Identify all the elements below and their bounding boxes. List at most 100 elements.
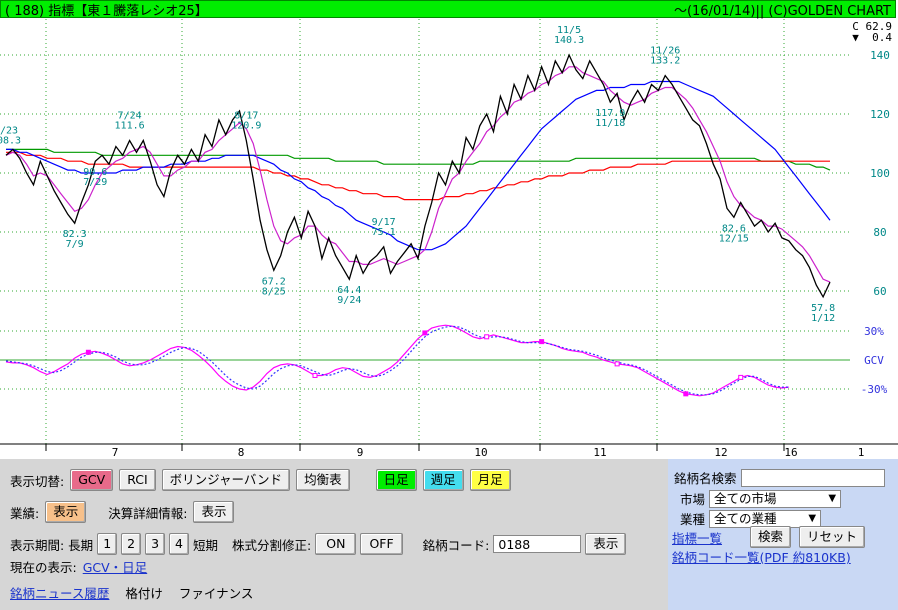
oscillator-line (5, 324, 789, 397)
control-panel: 表示切替: GCV RCI ボリンジャーバンド 均衡表 日足 週足 月足 業績:… (0, 459, 668, 610)
x-month-label: 8 (238, 446, 245, 459)
annotation-date: 111.6 (115, 121, 145, 132)
x-month-label: 1 (858, 446, 865, 459)
annotation-date: 7/29 (83, 177, 107, 188)
oscillator-marker (614, 361, 620, 367)
settlement-show-button[interactable]: 表示 (193, 501, 235, 523)
weekly-button[interactable]: 週足 (422, 469, 464, 491)
split-on-button[interactable]: ON (315, 533, 357, 555)
display-switch-label: 表示切替: (10, 473, 65, 489)
x-month-label: 10 (474, 446, 487, 459)
annotation-value: 7/24 (118, 111, 142, 122)
annotation-date: 12/15 (719, 233, 749, 244)
annotation-date: 108.3 (0, 135, 21, 146)
search-button[interactable]: 検索 (750, 526, 792, 548)
x-month-label: 7 (112, 446, 119, 459)
oscillator-label: GCV (864, 354, 884, 367)
current-row: 現在の表示: GCV・日足 (10, 557, 147, 576)
split-off-button[interactable]: OFF (360, 533, 403, 555)
legend-change: 0.4 (872, 31, 892, 44)
annotation-date: 7/9 (66, 239, 84, 250)
search-title-row: 銘柄名検索 (674, 468, 885, 487)
period-3-button[interactable]: 3 (145, 533, 166, 555)
down-arrow-icon: ▼ (852, 31, 859, 44)
gcv-button[interactable]: GCV (70, 469, 114, 491)
period-4-button[interactable]: 4 (169, 533, 189, 555)
sector-select[interactable]: 全ての業種 ▼ (709, 509, 822, 528)
y-tick-label: 80 (873, 226, 886, 239)
annotation-date: 120.9 (231, 121, 261, 132)
current-label: 現在の表示: (10, 560, 77, 575)
daily-button[interactable]: 日足 (375, 469, 417, 491)
monthly-button[interactable]: 月足 (469, 469, 511, 491)
news-history-link[interactable]: 銘柄ニュース履歴 (10, 586, 110, 601)
title-bar: ( 188) 指標【東１騰落レシオ25】 ～(16/01/14)|| (C)GO… (0, 0, 896, 19)
annotation-value: 64.4 (337, 285, 361, 296)
finance-label: ファイナンス (178, 586, 254, 601)
y-tick-label: 140 (870, 49, 890, 62)
code-show-button[interactable]: 表示 (585, 533, 627, 555)
links-row: 銘柄ニュース履歴 格付け ファイナンス (10, 583, 253, 602)
oscillator-label: 30% (864, 325, 884, 338)
price-chart: 6/23108.382.37/97/24111.690.67/298/17120… (0, 19, 898, 459)
annotation-date: 133.2 (650, 56, 680, 67)
annotation-date: 75.1 (372, 227, 396, 238)
market-row: 市場 全ての市場 ▼ (680, 489, 842, 508)
x-month-label: 9 (357, 446, 364, 459)
period-label: 表示期間: 長期 (10, 537, 94, 553)
rating-label: 格付け (125, 586, 163, 601)
search-input[interactable] (740, 468, 885, 487)
sector-label: 業種 (680, 512, 706, 527)
series-line (6, 80, 831, 251)
annotation-value: 11/5 (557, 25, 581, 36)
search-title: 銘柄名検索 (674, 471, 737, 486)
earnings-show-button[interactable]: 表示 (45, 501, 87, 523)
code-label: 銘柄コード: (422, 537, 490, 553)
annotation-date: 8/25 (262, 286, 286, 297)
code-input[interactable]: 0188 (493, 535, 582, 553)
annotation-value: 11/26 (650, 46, 680, 57)
oscillator-marker (539, 339, 545, 345)
chart-area: 6/23108.382.37/97/24111.690.67/298/17120… (0, 19, 898, 459)
annotation-value: 57.8 (811, 303, 835, 314)
legend-c-value: 62.9 (865, 20, 893, 33)
oscillator-marker (422, 330, 428, 336)
legend-c-label: C (852, 20, 859, 33)
oscillator-marker (484, 334, 490, 340)
index-list-link[interactable]: 指標一覧 (672, 530, 723, 546)
reset-button[interactable]: リセット (799, 526, 866, 548)
ichimoku-button[interactable]: 均衡表 (296, 469, 350, 491)
annotation-value: 9/17 (372, 217, 396, 228)
annotation-value: 117.9 (595, 108, 625, 119)
annotation-date: 11/18 (595, 118, 625, 129)
period-2-button[interactable]: 2 (121, 533, 142, 555)
chart-copyright: ～(16/01/14)|| (C)GOLDEN CHART (673, 3, 891, 19)
current-value-link[interactable]: GCV・日足 (82, 560, 148, 575)
oscillator-line (5, 325, 789, 396)
annotation-value: 90.6 (83, 167, 107, 178)
market-select[interactable]: 全ての市場 ▼ (709, 489, 842, 508)
oscillator-marker (738, 374, 744, 380)
x-month-label: 16 (784, 446, 797, 459)
period-1-button[interactable]: 1 (97, 533, 118, 555)
code-list-link[interactable]: 銘柄コード一覧(PDF 約810KB) (672, 550, 851, 565)
annotation-value: 67.2 (262, 276, 286, 287)
oscillator-label: -30% (861, 383, 888, 396)
annotation-value: 82.3 (63, 229, 87, 240)
oscillator-marker (85, 349, 91, 355)
rci-button[interactable]: RCI (119, 469, 156, 491)
settlement-label: 決算詳細情報: (108, 505, 188, 521)
annotation-value: 6/23 (0, 125, 18, 136)
annotation-value: 82.6 (722, 223, 746, 234)
bollinger-button[interactable]: ボリンジャーバンド (161, 469, 291, 491)
earnings-row: 業績: 表示 決算詳細情報: 表示 (10, 501, 235, 523)
display-switch-row: 表示切替: GCV RCI ボリンジャーバンド 均衡表 日足 週足 月足 (10, 469, 511, 491)
dropdown-arrow-icon: ▼ (808, 512, 817, 524)
annotation-date: 140.3 (554, 35, 584, 46)
code-list-row: 銘柄コード一覧(PDF 約810KB) (672, 547, 851, 566)
search-actions-row: 指標一覧 検索 リセット (672, 526, 866, 548)
search-panel: 銘柄名検索 市場 全ての市場 ▼ 業種 全ての業種 ▼ 指標一覧 検索 リセット… (668, 459, 898, 610)
market-select-value: 全ての市場 (714, 490, 777, 506)
annotation-date: 9/24 (337, 295, 361, 306)
sector-select-value: 全ての業種 (714, 510, 777, 526)
